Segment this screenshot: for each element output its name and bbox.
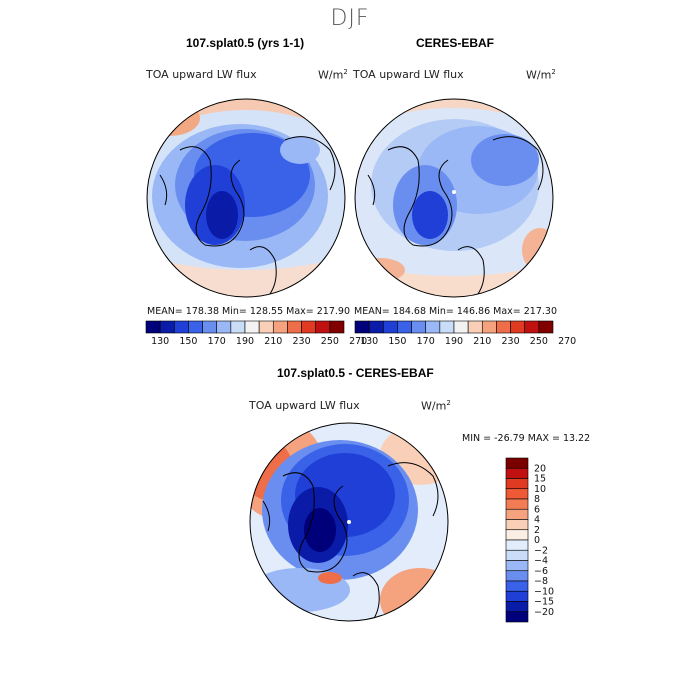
panel1-variable: TOA upward LW flux bbox=[146, 68, 257, 81]
panel2-colorbar-tick-label: 170 bbox=[417, 336, 435, 347]
panel1-colorbar-tick-label: 270 bbox=[349, 336, 367, 347]
panel3-boundary bbox=[249, 422, 449, 622]
panel3-map bbox=[250, 423, 448, 621]
diff-colorbar-swatch bbox=[505, 498, 529, 510]
panel2-colorbar-swatch bbox=[439, 320, 455, 334]
diff-colorbar-tick-label: 15 bbox=[534, 474, 546, 485]
panel1-colorbar-swatch bbox=[159, 320, 175, 334]
panel2-colorbar-swatch bbox=[481, 320, 497, 334]
panel2-colorbar-swatch bbox=[538, 320, 554, 334]
panel1-colorbar-swatch bbox=[173, 320, 189, 334]
panel1-colorbar-tick-label: 130 bbox=[151, 336, 169, 347]
panel2-colorbar-swatch bbox=[368, 320, 384, 334]
panel2-colorbar-tick-label: 130 bbox=[360, 336, 378, 347]
diff-colorbar-swatch bbox=[505, 590, 529, 602]
panel2-map bbox=[355, 99, 553, 297]
panel2-colorbar-tick-label: 190 bbox=[445, 336, 463, 347]
panel1-colorbar-swatch bbox=[301, 320, 317, 334]
diff-colorbar-swatch bbox=[505, 519, 529, 531]
panel2-colorbar-swatch bbox=[496, 320, 511, 334]
panel2-colorbar-swatch bbox=[411, 320, 427, 334]
panel2-colorbar-swatch bbox=[510, 320, 526, 334]
panel3-title: 107.splat0.5 - CERES-EBAF bbox=[277, 366, 434, 380]
panel2-title: CERES-EBAF bbox=[416, 36, 495, 50]
panel1-colorbar-swatch bbox=[315, 320, 331, 334]
diff-colorbar-tick-label: −8 bbox=[534, 576, 548, 587]
diff-colorbar-swatch bbox=[505, 488, 529, 500]
panel2-colorbar-swatch bbox=[382, 320, 398, 334]
diff-colorbar-tick-label: −15 bbox=[534, 597, 554, 608]
diff-colorbar-tick-label: 8 bbox=[534, 494, 540, 505]
panel2-colorbar: 130 150 170 190 210 230 250 270 bbox=[354, 320, 576, 347]
panel2-colorbar-tick-label: 250 bbox=[530, 336, 548, 347]
panel1-colorbar-tick-label: 150 bbox=[179, 336, 197, 347]
diff-colorbar-swatch bbox=[505, 549, 529, 561]
diff-colorbar-tick-label: −6 bbox=[534, 566, 548, 577]
panel2-colorbar-tick-label: 150 bbox=[388, 336, 406, 347]
diff-colorbar-swatch bbox=[505, 580, 529, 592]
diff-colorbar-tick-label: −4 bbox=[534, 556, 548, 567]
panel2-colorbar-tick-label: 270 bbox=[558, 336, 576, 347]
panel1-colorbar-tick-label: 250 bbox=[321, 336, 339, 347]
panel1-colorbar-swatch bbox=[216, 320, 232, 334]
diff-colorbar-swatch bbox=[505, 560, 529, 572]
panel1-colorbar-swatch bbox=[287, 320, 302, 334]
panel1-colorbar-swatch bbox=[202, 320, 218, 334]
diff-colorbar-swatch bbox=[505, 457, 529, 469]
panel2-colorbar-swatch bbox=[524, 320, 540, 334]
panel2-colorbar-swatch bbox=[425, 320, 441, 334]
diff-colorbar-swatch bbox=[505, 508, 529, 520]
panel1-stats: MEAN= 178.38 Min= 128.55 Max= 217.90 bbox=[147, 306, 351, 317]
diff-colorbar-tick-label: 0 bbox=[534, 535, 540, 546]
panel1-colorbar: 130 150 170 190 210 230 250 270 bbox=[145, 320, 367, 347]
panel1-colorbar-swatch bbox=[244, 320, 260, 334]
panel1-colorbar-swatch bbox=[188, 320, 203, 334]
diff-colorbar-tick-label: 6 bbox=[534, 504, 540, 515]
panel1-boundary bbox=[146, 98, 346, 298]
panel2-units: W/m2 bbox=[526, 68, 556, 82]
panel1-colorbar-swatch bbox=[258, 320, 274, 334]
diff-colorbar-swatch bbox=[505, 529, 529, 541]
diff-colorbar-tick-label: −10 bbox=[534, 586, 554, 597]
panel3-stats: MIN = -26.79 MAX = 13.22 bbox=[462, 433, 591, 444]
panel2-colorbar-tick-label: 210 bbox=[473, 336, 491, 347]
diff-colorbar-swatch bbox=[505, 601, 529, 613]
panel1-colorbar-swatch bbox=[230, 320, 246, 334]
diff-colorbar-tick-label: −2 bbox=[534, 545, 548, 556]
panel1-colorbar-tick-label: 210 bbox=[264, 336, 282, 347]
panel1-colorbar-swatch bbox=[272, 320, 288, 334]
panel2-boundary bbox=[354, 98, 554, 298]
panel3-units: W/m2 bbox=[421, 399, 451, 413]
diff-colorbar-swatch bbox=[505, 539, 529, 551]
panel2-variable: TOA upward LW flux bbox=[353, 68, 464, 81]
panel2-colorbar-swatch bbox=[354, 320, 370, 334]
diff-colorbar-tick-label: −20 bbox=[534, 607, 554, 618]
diff-colorbar-tick-label: 20 bbox=[534, 463, 546, 474]
panel1-colorbar-tick-label: 230 bbox=[293, 336, 311, 347]
diff-colorbar-tick-label: 10 bbox=[534, 484, 546, 495]
diff-colorbar-tick-label: 4 bbox=[534, 515, 540, 526]
panel2-colorbar-swatch bbox=[467, 320, 483, 334]
diff-colorbar-swatch bbox=[505, 478, 529, 490]
panel3-variable: TOA upward LW flux bbox=[249, 399, 360, 412]
panel1-colorbar-tick-label: 170 bbox=[208, 336, 226, 347]
panel1-colorbar-swatch bbox=[329, 320, 345, 334]
season-title: DJF bbox=[330, 6, 370, 31]
panel2-stats: MEAN= 184.68 Min= 146.86 Max= 217.30 bbox=[354, 306, 558, 317]
panel1-colorbar-swatch bbox=[145, 320, 161, 334]
panel2-colorbar-swatch bbox=[453, 320, 469, 334]
diff-colorbar-swatch bbox=[505, 467, 529, 479]
panel1-title: 107.splat0.5 (yrs 1-1) bbox=[186, 36, 305, 50]
panel2-colorbar-swatch bbox=[397, 320, 412, 334]
diff-colorbar-swatch bbox=[505, 570, 529, 582]
diff-colorbar-swatch bbox=[505, 611, 529, 623]
panel2-colorbar-tick-label: 230 bbox=[502, 336, 520, 347]
panel1-map bbox=[147, 99, 345, 297]
diff-colorbar-tick-label: 2 bbox=[534, 525, 540, 536]
panel1-colorbar-tick-label: 190 bbox=[236, 336, 254, 347]
panel1-units: W/m2 bbox=[318, 68, 348, 82]
